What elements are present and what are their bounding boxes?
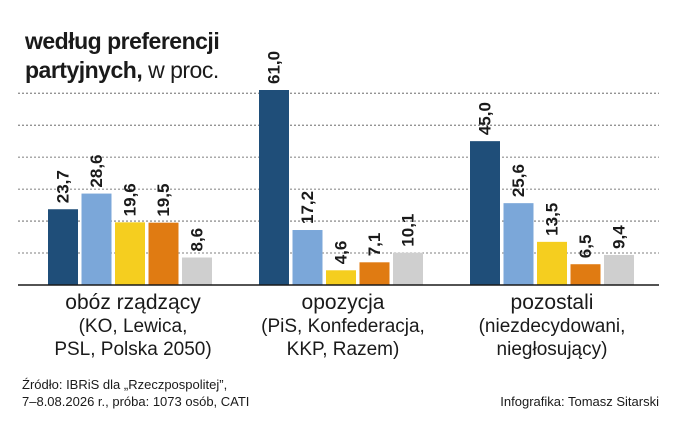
bar [537, 241, 567, 285]
data-label: 45,0 [476, 102, 495, 135]
bar [259, 90, 289, 285]
data-label: 8,6 [188, 228, 207, 252]
data-label: 23,7 [54, 170, 73, 203]
bar [326, 270, 356, 285]
group-label-main: pozostali [510, 291, 594, 314]
group-label-sub1: (KO, Lewica, [78, 316, 188, 337]
data-label: 9,4 [610, 225, 629, 249]
bar [359, 262, 390, 285]
bar [292, 230, 323, 285]
group-label-sub2: PSL, Polska 2050) [54, 339, 212, 360]
data-label: 28,6 [87, 154, 106, 187]
source-line-1: Źródło: IBRiS dla „Rzeczpospolitej”, [22, 377, 228, 392]
group-label-opozycja: opozycja (PiS, Konfederacja, KKP, Razem) [228, 290, 458, 361]
bar [604, 254, 634, 285]
source-line-2: 7–8.08.2026 r., próba: 1073 osób, CATI [22, 394, 250, 409]
title-bold-2: partyjnych, [25, 57, 143, 83]
credit-note: Infografika: Tomasz Sitarski [500, 394, 659, 409]
group-label-obоz: obóz rządzący (KO, Lewica, PSL, Polska 2… [18, 290, 248, 361]
bar [570, 264, 601, 285]
title-line-1: według preferencji [25, 27, 220, 56]
bar [503, 203, 534, 285]
bar [48, 209, 78, 285]
title-line-2: partyjnych, w proc. [25, 56, 219, 85]
data-label: 61,0 [265, 51, 284, 84]
bar [182, 257, 212, 285]
data-label: 7,1 [365, 233, 384, 257]
title-bold-1: według preferencji [25, 28, 220, 54]
data-label: 19,6 [121, 183, 140, 216]
chart-title: według preferencji partyjnych, w proc. [25, 27, 220, 85]
data-label: 25,6 [509, 164, 528, 197]
group-label-sub2: niegłosujący) [496, 339, 608, 360]
bar [470, 141, 500, 285]
group-label-sub2: KKP, Razem) [286, 339, 400, 360]
group-label-sub1: (niezdecydowani, [478, 316, 626, 337]
bar [148, 222, 179, 285]
group-label-main: obóz rządzący [65, 291, 201, 314]
data-label: 6,5 [576, 235, 595, 259]
data-label: 4,6 [332, 241, 351, 265]
bar [393, 252, 423, 285]
data-label: 13,5 [543, 203, 562, 236]
data-label: 19,5 [154, 184, 173, 217]
data-label: 10,1 [399, 214, 418, 247]
source-note: Źródło: IBRiS dla „Rzeczpospolitej”, 7–8… [22, 376, 249, 410]
bar [115, 222, 145, 285]
bar [81, 193, 112, 285]
title-unit: w proc. [148, 57, 219, 83]
group-label-sub1: (PiS, Konfederacja, [261, 316, 425, 337]
group-label-pozostali: pozostali (niezdecydowani, niegłosujący) [437, 290, 667, 361]
data-label: 17,2 [298, 191, 317, 224]
group-label-main: opozycja [301, 291, 385, 314]
